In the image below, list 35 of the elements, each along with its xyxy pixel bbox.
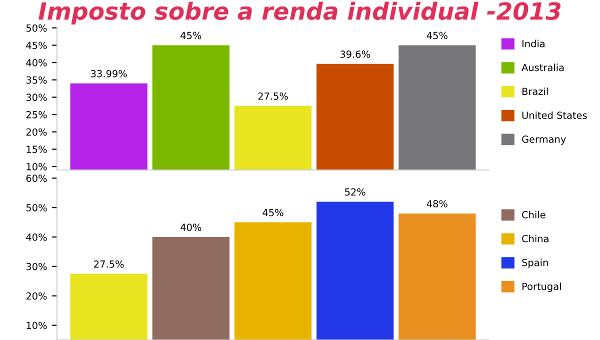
y-tick-label: 50% [26,204,47,212]
y-tick-label: 20% [26,292,47,300]
legend-label: Brazil [522,88,548,96]
legend-label: Chile [522,210,546,218]
data-label: 33.99% [91,70,127,78]
data-label: 40% [180,224,202,231]
y-tick-label: 30% [26,94,47,102]
legend-label: China [522,234,548,242]
legend-label: India [522,40,544,48]
y-tick-label: 35% [26,76,47,84]
legend-label: Germany [522,136,566,145]
legend-label: Australia [522,64,564,72]
y-tick-label: 40% [26,59,47,66]
legend-label: Spain [522,258,548,268]
y-tick-label: 45% [26,42,47,50]
y-tick-label: 10% [26,163,47,170]
data-label: 39.6% [340,50,370,58]
data-label: 27.5% [94,260,124,268]
data-label: 45% [262,208,284,216]
y-tick-label: 50% [26,24,47,32]
y-tick-label: 15% [26,146,47,154]
data-label: 27.5% [258,92,288,100]
y-tick-label: 25% [26,111,47,118]
y-tick-label: 40% [26,233,47,241]
y-tick-label: 30% [26,262,47,270]
data-label: 45% [180,32,202,40]
legend-label: United States [522,111,587,119]
y-tick-label: 60% [26,174,47,182]
data-label: 52% [345,188,366,196]
legend-label: Portugal [522,282,561,292]
data-label: 45% [426,32,448,40]
y-tick-label: 10% [26,322,47,330]
data-label: 48% [426,200,448,208]
y-tick-label: 20% [26,128,47,136]
chart-title: Imposto sobre a renda individual -2013 [38,2,561,25]
